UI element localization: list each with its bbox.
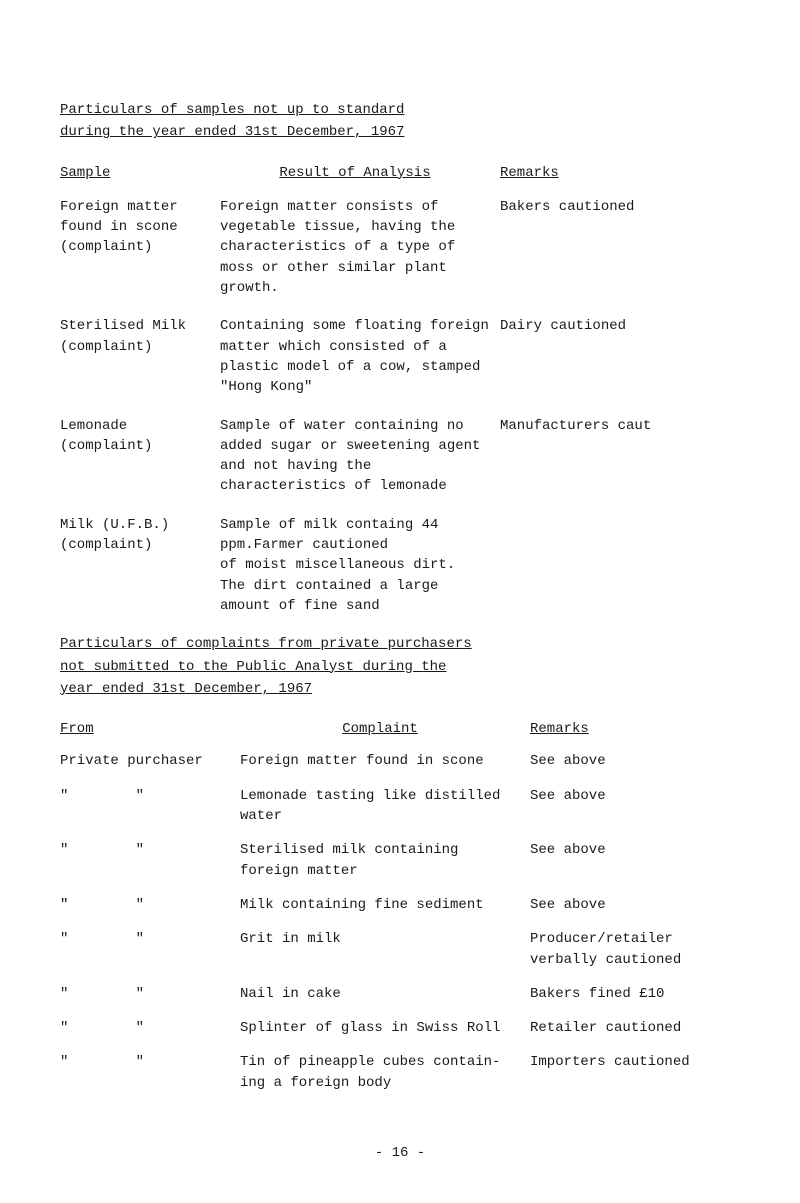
table-row: Foreign matter found in scone (complaint… [60,197,740,298]
cell-from: " " [60,895,240,915]
header-from: From [60,719,240,739]
cell-result: Sample of milk containg 44 ppm.Farmer ca… [220,515,500,616]
cell-result: Sample of water containing no added suga… [220,416,500,497]
cell-from: Private purchaser [60,751,240,771]
table-row: " " Tin of pineapple cubes contain- ing … [60,1052,740,1093]
cell-remarks [500,515,740,616]
cell-remarks: Bakers cautioned [500,197,740,298]
header-complaint: Complaint [240,719,530,739]
cell-complaint: Milk containing fine sediment [240,895,530,915]
header-sample: Sample [60,163,220,183]
cell-complaint: Nail in cake [240,984,530,1004]
cell-result-l2: of moist miscellaneous dirt. [220,557,455,573]
table-row: " " Lemonade tasting like distilled wate… [60,786,740,827]
table-row: Milk (U.F.B.) (complaint) Sample of milk… [60,515,740,616]
cell-remarks: See above [530,751,740,771]
table-row: " " Milk containing fine sediment See ab… [60,895,740,915]
cell-complaint: Tin of pineapple cubes contain- ing a fo… [240,1052,530,1093]
table-row: Sterilised Milk (complaint) Containing s… [60,316,740,397]
header-remarks: Remarks [500,163,740,183]
table-row: Private purchaser Foreign matter found i… [60,751,740,771]
header-result: Result of Analysis [220,163,500,183]
cell-sample: Milk (U.F.B.) (complaint) [60,515,220,616]
title-1-line-1: Particulars of samples not up to standar… [60,100,740,120]
cell-from: " " [60,1018,240,1038]
cell-result: Foreign matter consists of vegetable tis… [220,197,500,298]
cell-remarks: Producer/retailer verbally cautioned [530,929,740,970]
cell-result: Containing some floating foreign matter … [220,316,500,397]
table-row: " " Splinter of glass in Swiss Roll Reta… [60,1018,740,1038]
cell-complaint: Splinter of glass in Swiss Roll [240,1018,530,1038]
cell-remarks: Importers cautioned [530,1052,740,1072]
samples-table: Sample Result of Analysis Remarks Foreig… [60,163,740,617]
cell-remarks: Manufacturers caut [500,416,740,497]
table-row: Lemonade (complaint) Sample of water con… [60,416,740,497]
cell-complaint: Lemonade tasting like distilled water [240,786,530,827]
cell-result-l4: amount of fine sand [220,598,380,614]
table-row: " " Grit in milk Producer/retailer verba… [60,929,740,970]
table-header-row: Sample Result of Analysis Remarks [60,163,740,183]
cell-remarks: See above [530,840,740,860]
cell-from: " " [60,984,240,1004]
title-2-line-3: year ended 31st December, 1967 [60,679,740,699]
cell-result-l3: The dirt contained a large [220,578,438,594]
cell-sample: Lemonade (complaint) [60,416,220,497]
title-1: Particulars of samples not up to standar… [60,100,740,143]
cell-remarks: Retailer cautioned [530,1018,740,1038]
cell-sample: Foreign matter found in scone (complaint… [60,197,220,298]
title-1-line-2: during the year ended 31st December, 196… [60,122,740,142]
cell-complaint: Sterilised milk containing foreign matte… [240,840,530,881]
table-row: " " Nail in cake Bakers fined £10 [60,984,740,1004]
cell-remarks: See above [530,895,740,915]
cell-from: " " [60,786,240,806]
table-header-row: From Complaint Remarks [60,719,740,739]
cell-remarks: See above [530,786,740,806]
title-2: Particulars of complaints from private p… [60,634,740,699]
cell-from: " " [60,840,240,860]
cell-complaint: Grit in milk [240,929,530,949]
complaints-table: From Complaint Remarks Private purchaser… [60,719,740,1093]
page-number: - 16 - [60,1143,740,1163]
title-2-line-2: not submitted to the Public Analyst duri… [60,657,740,677]
cell-remarks: Bakers fined £10 [530,984,740,1004]
cell-remarks: Dairy cautioned [500,316,740,397]
cell-remarks-inline: Farmer cautioned [254,537,388,553]
cell-complaint: Foreign matter found in scone [240,751,530,771]
cell-sample: Sterilised Milk (complaint) [60,316,220,397]
header-remarks: Remarks [530,719,740,739]
cell-from: " " [60,929,240,949]
cell-from: " " [60,1052,240,1072]
table-row: " " Sterilised milk containing foreign m… [60,840,740,881]
title-2-line-1: Particulars of complaints from private p… [60,634,740,654]
